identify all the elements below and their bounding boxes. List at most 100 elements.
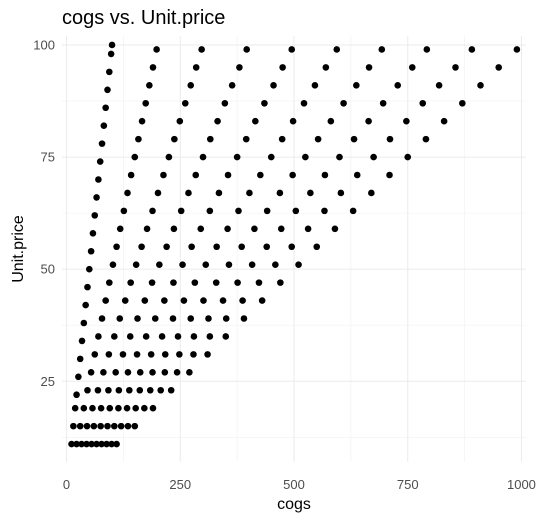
data-point	[104, 423, 111, 430]
data-point	[192, 279, 199, 286]
data-point	[279, 136, 286, 143]
data-point	[220, 297, 227, 304]
data-point	[179, 261, 186, 268]
y-tick-label: 50	[41, 262, 55, 277]
data-point	[259, 297, 266, 304]
data-point	[152, 315, 159, 322]
data-point	[174, 369, 181, 376]
data-point	[295, 261, 302, 268]
data-point	[81, 405, 88, 412]
data-point	[301, 100, 308, 107]
data-point	[419, 100, 426, 107]
data-point	[185, 190, 192, 197]
data-point	[75, 374, 82, 381]
data-point	[106, 279, 113, 286]
data-point	[177, 118, 184, 125]
data-point	[222, 100, 229, 107]
data-point	[312, 82, 319, 89]
data-point	[111, 333, 118, 340]
data-point	[84, 284, 91, 291]
data-point	[105, 387, 112, 394]
data-point	[95, 333, 102, 340]
data-point	[387, 136, 394, 143]
data-point	[143, 333, 150, 340]
data-point	[161, 297, 168, 304]
data-point	[113, 243, 120, 250]
data-point	[214, 118, 221, 125]
data-point	[91, 423, 98, 430]
data-point	[181, 297, 188, 304]
y-axis-title: Unit.price	[10, 215, 27, 283]
data-point	[79, 338, 86, 345]
data-point	[190, 351, 197, 358]
data-point	[95, 387, 102, 394]
data-point	[323, 64, 330, 71]
data-point	[365, 118, 372, 125]
data-point	[89, 405, 96, 412]
data-point	[95, 176, 102, 183]
data-point	[72, 405, 79, 412]
data-point	[380, 100, 387, 107]
data-point	[82, 302, 89, 309]
data-point	[241, 315, 248, 322]
data-point	[84, 423, 91, 430]
data-point	[170, 315, 177, 322]
data-point	[136, 387, 143, 394]
data-point	[226, 261, 233, 268]
data-point	[127, 279, 134, 286]
data-point	[73, 391, 80, 398]
data-point	[321, 208, 328, 215]
data-point	[188, 243, 195, 250]
data-point	[97, 423, 104, 430]
data-point	[125, 369, 132, 376]
data-point	[109, 42, 116, 49]
data-point	[86, 266, 93, 273]
data-point	[459, 100, 466, 107]
data-point	[156, 261, 163, 268]
data-point	[354, 172, 361, 179]
data-point	[404, 154, 411, 161]
data-point	[133, 261, 140, 268]
data-point	[278, 226, 285, 233]
data-point	[98, 405, 105, 412]
y-tick-label: 75	[41, 150, 55, 165]
data-point	[149, 208, 156, 215]
data-point	[138, 243, 145, 250]
data-point	[118, 423, 125, 430]
data-point	[153, 46, 160, 53]
data-point	[144, 226, 151, 233]
data-point	[328, 118, 335, 125]
data-point	[137, 369, 144, 376]
data-point	[207, 333, 214, 340]
data-point	[191, 333, 198, 340]
data-point	[424, 46, 431, 53]
data-point	[168, 387, 175, 394]
data-point	[236, 64, 243, 71]
data-point	[99, 315, 106, 322]
data-point	[166, 154, 173, 161]
data-point	[108, 51, 115, 58]
data-point	[141, 405, 148, 412]
data-point	[77, 356, 84, 363]
data-point	[225, 172, 232, 179]
data-point	[160, 172, 167, 179]
data-point	[213, 279, 220, 286]
data-point	[175, 333, 182, 340]
data-point	[403, 118, 410, 125]
data-point	[110, 261, 117, 268]
x-tick-label: 1000	[507, 477, 536, 492]
data-point	[477, 82, 484, 89]
data-point	[272, 261, 279, 268]
y-tick-label: 25	[41, 374, 55, 389]
data-point	[126, 387, 133, 394]
data-point	[102, 104, 109, 111]
data-point	[261, 100, 268, 107]
data-point	[176, 351, 183, 358]
data-point	[315, 136, 322, 143]
data-point	[249, 261, 256, 268]
data-point	[246, 190, 253, 197]
data-point	[200, 154, 207, 161]
data-point	[252, 118, 259, 125]
data-point	[436, 82, 443, 89]
